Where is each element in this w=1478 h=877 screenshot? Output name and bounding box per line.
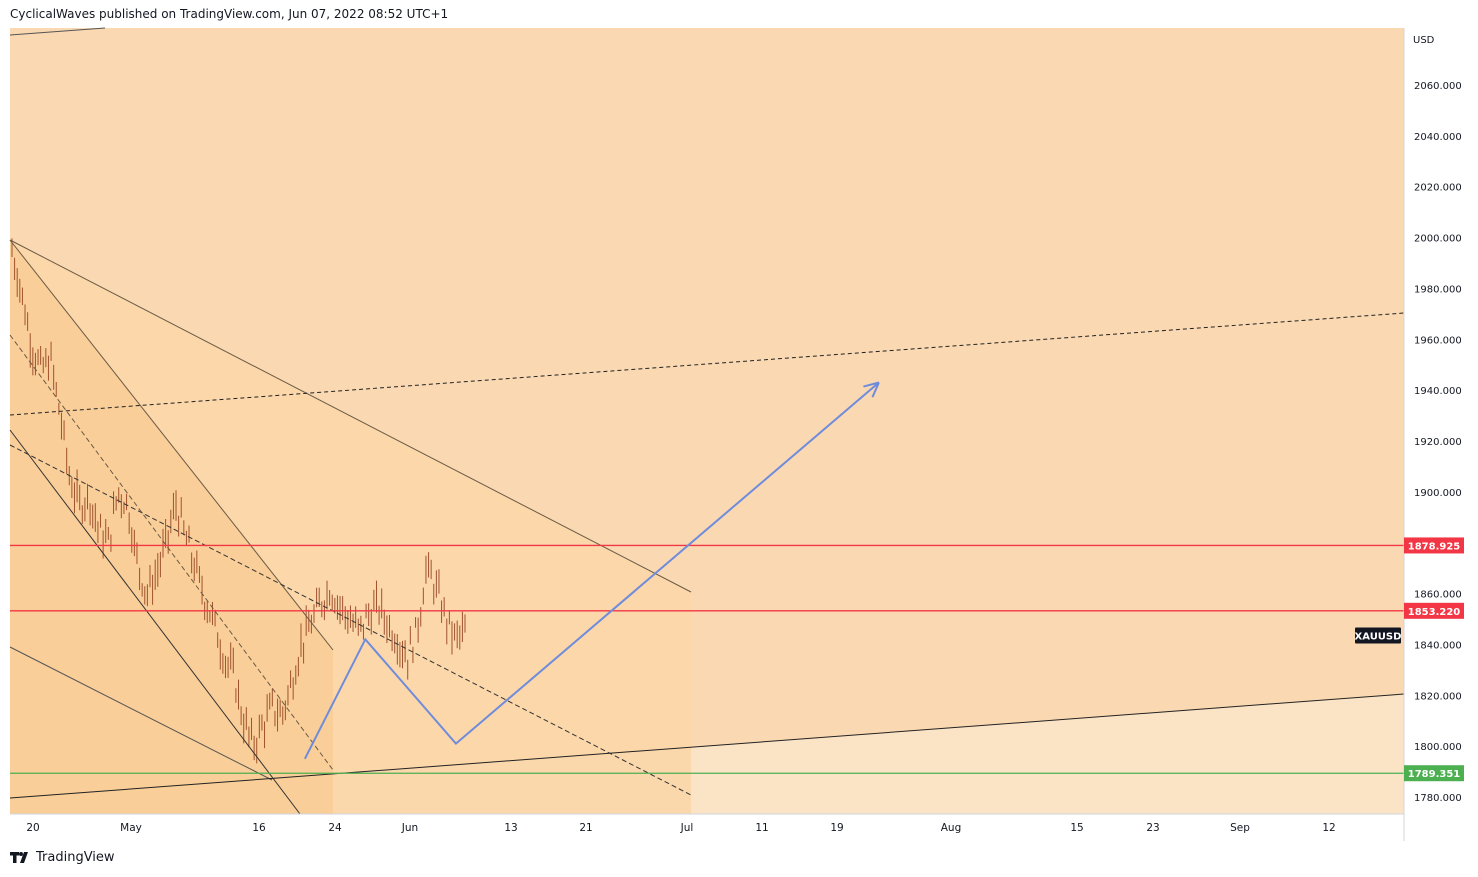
price-tag (1404, 537, 1464, 554)
time-tick-label: Jun (401, 822, 418, 834)
trend-lines (9, 27, 1405, 815)
footer-brand-label: TradingView (36, 850, 115, 865)
horizontal-levels (10, 544, 1404, 774)
symbol-badge (1355, 627, 1401, 644)
time-tick-label: Sep (1230, 822, 1250, 834)
trend-line (9, 239, 692, 593)
arrowhead-stroke (863, 381, 880, 388)
price-tag (1404, 765, 1464, 782)
price-tag (1404, 602, 1464, 619)
price-tick-label: 1860.000 (1414, 590, 1462, 601)
price-tag-label: 1878.925 (1408, 541, 1461, 552)
price-tick-label: 1960.000 (1414, 335, 1462, 346)
price-tags: 1878.925 1853.220 1789.351 XAUUSD (1355, 537, 1464, 782)
price-tick-label: 1900.000 (1414, 488, 1462, 499)
time-tick-label: 24 (328, 822, 342, 834)
trend-line (9, 693, 1405, 799)
price-tick-label: 1840.000 (1414, 640, 1462, 651)
price-tick-label: 1780.000 (1414, 793, 1462, 804)
time-tick-label: 23 (1146, 822, 1159, 834)
price-axis[interactable]: USD 2060.000 2040.000 2020.000 2000.000 1980.… (1413, 35, 1462, 804)
arrowhead-stroke (871, 382, 880, 398)
publisher-header: CyclicalWaves published on TradingView.c… (10, 7, 449, 21)
time-tick-label: 11 (755, 822, 768, 834)
time-tick-label: 19 (830, 822, 843, 834)
footer-brand[interactable]: TradingView (10, 850, 115, 865)
trend-line (9, 646, 273, 781)
trend-line (9, 429, 301, 815)
price-tick-label: 1980.000 (1414, 284, 1462, 295)
time-tick-label: 20 (26, 822, 39, 834)
time-tick-label: 16 (252, 822, 266, 834)
price-tick-label: 1940.000 (1414, 386, 1462, 397)
trend-line (9, 312, 1405, 416)
time-tick-label: 21 (579, 822, 592, 834)
price-tick-label: 2060.000 (1414, 81, 1462, 92)
price-tag-label: 1789.351 (1408, 769, 1461, 780)
candles-group (11, 238, 466, 764)
time-tick-label: Aug (941, 822, 962, 834)
price-tick-label: 1800.000 (1414, 742, 1462, 753)
currency-label: USD (1413, 35, 1435, 46)
symbol-badge-label: XAUUSD (1355, 632, 1402, 643)
trend-line (9, 27, 106, 36)
time-tick-label: May (120, 822, 142, 834)
price-tick-label: 1920.000 (1414, 437, 1462, 448)
time-tick-label: 12 (1322, 822, 1335, 834)
projection-path (303, 381, 880, 760)
price-tick-label: 2020.000 (1414, 183, 1462, 194)
time-tick-label: Jul (680, 822, 694, 834)
tradingview-logo-icon (10, 851, 28, 863)
price-tick-label: 1820.000 (1414, 691, 1462, 702)
time-tick-label: 15 (1070, 822, 1083, 834)
trend-line (9, 239, 334, 651)
projection-arrowhead (863, 381, 880, 398)
time-axis[interactable]: 20 May 16 24 Jun 13 21 Jul 11 19 Aug 15 23 Sep 12 (26, 822, 1335, 834)
channel-zone-inner (10, 240, 333, 814)
price-tick-label: 2040.000 (1414, 132, 1462, 143)
price-tick-label: 2000.000 (1414, 234, 1462, 245)
price-tag-label: 1853.220 (1408, 607, 1461, 618)
trend-line (9, 334, 334, 771)
time-tick-label: 13 (504, 822, 517, 834)
